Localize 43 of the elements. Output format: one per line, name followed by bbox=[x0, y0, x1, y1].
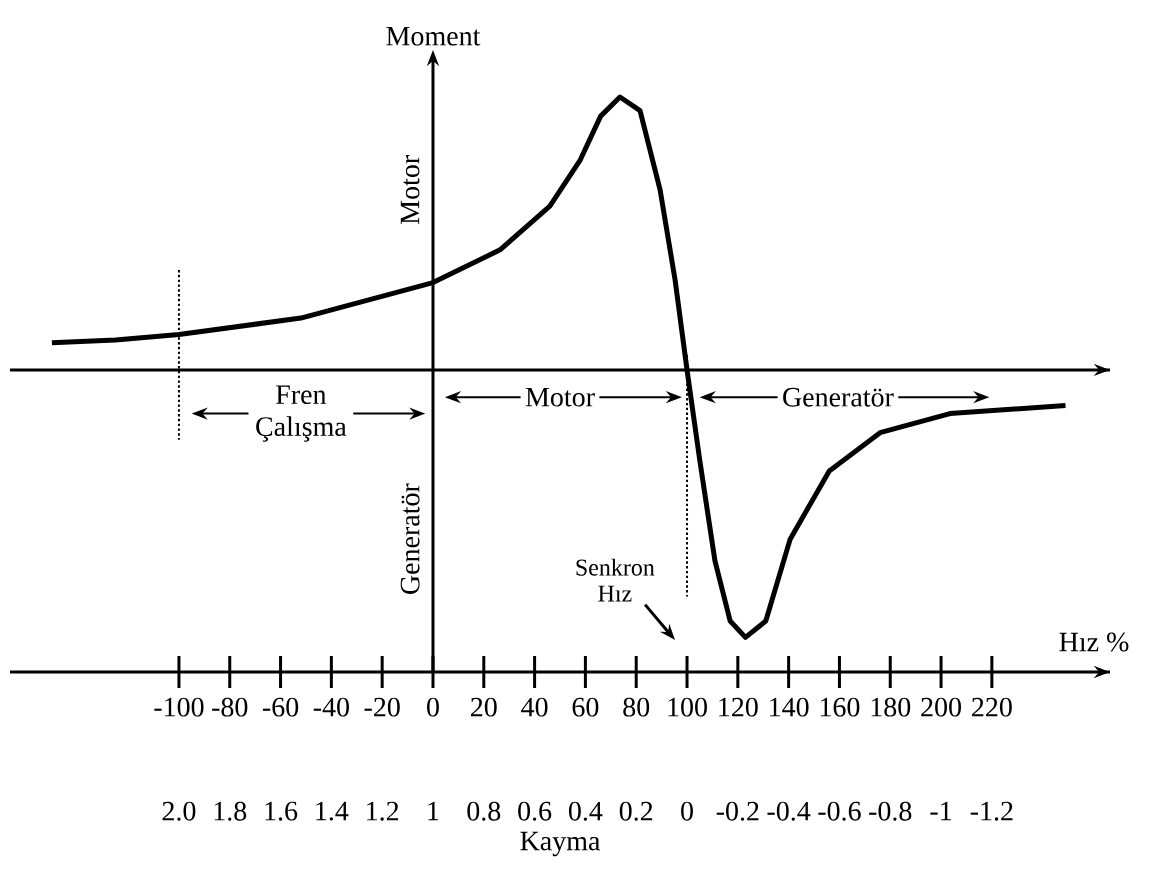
x-tick-label: 80 bbox=[623, 697, 650, 717]
y-axis-title: Moment bbox=[386, 26, 481, 46]
x-axis-title: Hız % bbox=[1059, 632, 1129, 652]
x2-tick-label: 2.0 bbox=[162, 801, 196, 821]
x-tick-label: 180 bbox=[871, 697, 911, 717]
x2-tick-label: -1 bbox=[930, 801, 952, 821]
annotation: Generatör bbox=[400, 483, 420, 594]
annotation: Motor bbox=[400, 155, 420, 224]
x-tick-label: 140 bbox=[770, 697, 809, 717]
annotation: Senkron Hız bbox=[576, 558, 655, 602]
x-tick-label: -40 bbox=[313, 697, 349, 717]
x-tick-label: 200 bbox=[921, 697, 961, 717]
x-tick-label: 40 bbox=[521, 697, 548, 717]
annotation: Motor bbox=[525, 387, 595, 407]
x-tick-label: -80 bbox=[212, 697, 248, 717]
x2-tick-label: -0.8 bbox=[869, 801, 912, 821]
x2-tick-label: 1.6 bbox=[265, 801, 298, 821]
x-tick-label: 100 bbox=[668, 697, 707, 717]
x2-tick-label: 1.8 bbox=[214, 801, 247, 821]
x-tick-label: 220 bbox=[972, 697, 1012, 717]
x2-tick-label: 0 bbox=[681, 801, 693, 821]
annotation: Fren Çalışma bbox=[256, 385, 347, 442]
x-tick-label: 120 bbox=[719, 697, 758, 717]
x-tick-label: -20 bbox=[364, 697, 400, 717]
x2-tick-label: 1.4 bbox=[316, 801, 349, 821]
x2-tick-label: 0.8 bbox=[467, 801, 501, 821]
x-tick-label: 20 bbox=[471, 697, 497, 717]
x2-tick-label: -0.6 bbox=[818, 801, 861, 821]
x-tick-label: 0 bbox=[427, 697, 439, 717]
x2-tick-label: -0.4 bbox=[767, 801, 811, 821]
x-tick-label: 160 bbox=[820, 697, 860, 717]
x2-axis-title: Kayma bbox=[520, 831, 601, 857]
x-tick-label: -60 bbox=[262, 697, 299, 717]
x2-tick-label: 1 bbox=[428, 801, 439, 821]
x2-tick-label: -0.2 bbox=[716, 801, 759, 821]
annotation: Generatör bbox=[783, 387, 894, 407]
x2-tick-label: 0.2 bbox=[619, 801, 653, 821]
x2-tick-label: 0.4 bbox=[568, 801, 603, 821]
x2-tick-label: -1.2 bbox=[970, 801, 1013, 821]
x2-tick-label: 1.2 bbox=[367, 801, 399, 821]
x2-tick-label: 0.6 bbox=[518, 801, 552, 821]
x-tick-label: -100 bbox=[154, 697, 204, 717]
x-tick-label: 60 bbox=[572, 697, 599, 717]
